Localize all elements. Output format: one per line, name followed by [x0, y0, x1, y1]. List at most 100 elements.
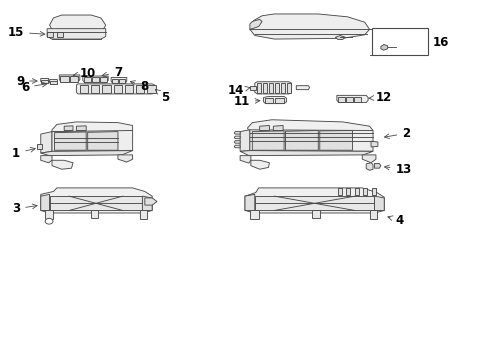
Polygon shape — [255, 196, 374, 211]
Polygon shape — [369, 211, 377, 220]
Bar — [50, 81, 57, 84]
Bar — [281, 83, 285, 93]
Text: 6: 6 — [21, 81, 47, 94]
Text: 10: 10 — [73, 67, 96, 80]
Polygon shape — [250, 19, 262, 30]
Bar — [275, 83, 279, 93]
Text: 16: 16 — [433, 36, 449, 49]
Text: 11: 11 — [234, 95, 260, 108]
Text: 15: 15 — [8, 26, 45, 39]
Text: 7: 7 — [102, 66, 122, 79]
Bar — [112, 79, 118, 83]
Polygon shape — [118, 155, 133, 162]
Bar — [263, 83, 267, 93]
Bar — [84, 77, 91, 82]
Polygon shape — [52, 160, 73, 169]
Polygon shape — [49, 80, 57, 84]
Polygon shape — [41, 150, 133, 156]
Polygon shape — [313, 211, 320, 218]
Bar — [41, 80, 48, 83]
Polygon shape — [234, 141, 240, 143]
Polygon shape — [250, 86, 256, 90]
Bar — [338, 97, 344, 102]
Polygon shape — [234, 132, 240, 134]
Text: 8: 8 — [130, 80, 148, 93]
Polygon shape — [240, 156, 251, 163]
Polygon shape — [245, 188, 384, 213]
Polygon shape — [91, 211, 98, 218]
Text: 4: 4 — [388, 214, 404, 227]
Bar — [354, 97, 361, 102]
Polygon shape — [273, 126, 283, 131]
Polygon shape — [286, 131, 318, 150]
Polygon shape — [250, 130, 373, 151]
Bar — [269, 83, 273, 93]
Polygon shape — [52, 122, 133, 132]
Polygon shape — [83, 76, 108, 83]
Bar — [92, 77, 99, 82]
Polygon shape — [240, 130, 250, 151]
Circle shape — [45, 219, 53, 224]
Polygon shape — [371, 141, 378, 147]
Polygon shape — [64, 126, 73, 131]
Bar — [257, 83, 261, 93]
Bar — [70, 76, 78, 82]
Text: 12: 12 — [369, 91, 392, 104]
Polygon shape — [264, 96, 287, 104]
Text: 1: 1 — [12, 147, 35, 159]
Polygon shape — [372, 188, 376, 195]
Polygon shape — [41, 188, 152, 213]
Polygon shape — [57, 32, 63, 37]
Bar — [114, 85, 122, 93]
Polygon shape — [52, 131, 133, 151]
Polygon shape — [250, 14, 369, 39]
Polygon shape — [362, 155, 376, 163]
Bar — [80, 85, 88, 93]
Polygon shape — [41, 156, 52, 163]
Polygon shape — [76, 84, 155, 94]
Polygon shape — [145, 198, 157, 205]
Text: 9: 9 — [16, 75, 37, 87]
Text: 14: 14 — [228, 84, 250, 97]
Text: 5: 5 — [155, 90, 169, 104]
Polygon shape — [374, 163, 381, 168]
Bar — [125, 85, 133, 93]
Polygon shape — [88, 132, 118, 150]
Polygon shape — [47, 29, 106, 39]
Polygon shape — [49, 196, 143, 211]
Text: 2: 2 — [385, 127, 411, 140]
Polygon shape — [140, 211, 147, 220]
Polygon shape — [37, 144, 42, 149]
Text: 3: 3 — [12, 202, 37, 215]
Bar — [136, 85, 145, 93]
Polygon shape — [41, 78, 49, 83]
Polygon shape — [143, 196, 152, 211]
Polygon shape — [54, 132, 86, 150]
Polygon shape — [76, 126, 86, 131]
Polygon shape — [255, 82, 292, 94]
Bar — [91, 85, 99, 93]
Polygon shape — [240, 150, 373, 156]
Polygon shape — [335, 36, 345, 40]
Polygon shape — [346, 188, 350, 195]
Bar — [60, 76, 69, 82]
Polygon shape — [260, 126, 270, 131]
Polygon shape — [250, 211, 259, 220]
Polygon shape — [296, 86, 310, 90]
Polygon shape — [247, 120, 373, 134]
Polygon shape — [59, 75, 80, 82]
Polygon shape — [374, 196, 384, 211]
Polygon shape — [49, 15, 106, 30]
Polygon shape — [252, 131, 284, 150]
Polygon shape — [41, 194, 49, 211]
Polygon shape — [111, 77, 127, 84]
Bar — [346, 97, 353, 102]
Polygon shape — [47, 32, 53, 37]
Polygon shape — [337, 95, 368, 103]
Bar — [102, 85, 111, 93]
Polygon shape — [45, 211, 53, 220]
Polygon shape — [245, 194, 255, 211]
Polygon shape — [355, 188, 359, 195]
Polygon shape — [234, 145, 240, 148]
Bar — [100, 77, 107, 82]
